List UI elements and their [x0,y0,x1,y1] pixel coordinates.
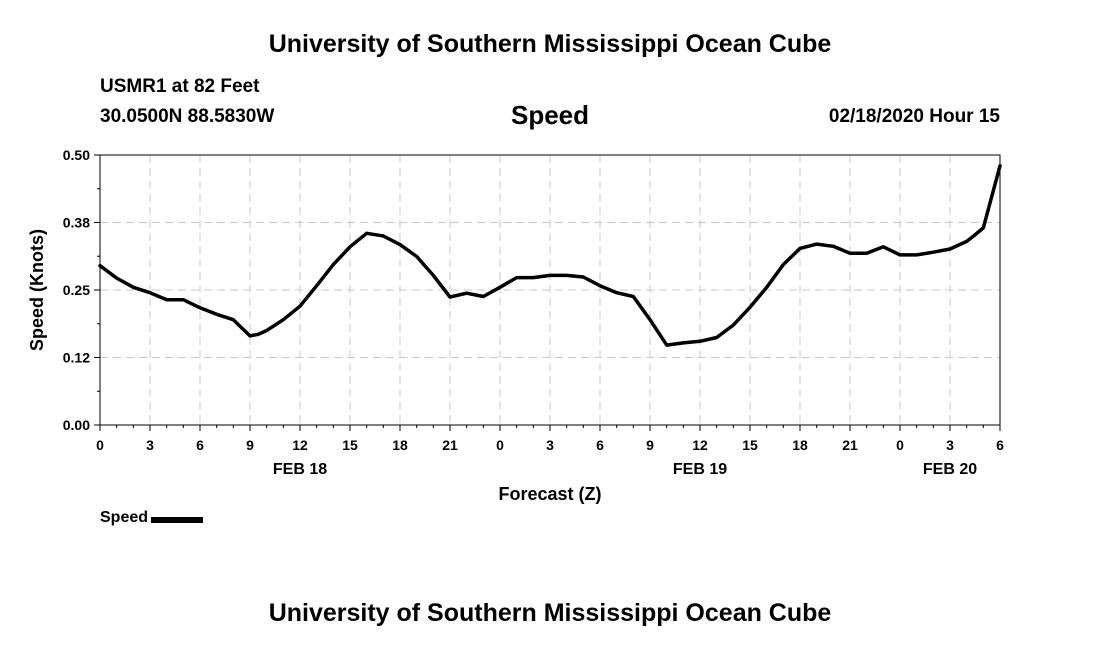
x-tick-label: 6 [196,437,204,453]
x-tick-label: 15 [342,437,358,453]
legend: Speed [100,509,204,527]
x-tick-label: 3 [146,437,154,453]
y-tick-label: 0.25 [63,282,90,298]
x-tick-label: 3 [546,437,554,453]
x-tick-label: 9 [246,437,254,453]
legend-line-swatch [151,517,204,523]
date-label: FEB 19 [673,461,727,478]
x-tick-label: 0 [896,437,904,453]
x-tick-label: 21 [842,437,858,453]
plot-frame [99,154,1001,426]
coordinates-label: 30.0500N 88.5830W [100,106,275,127]
x-tick-label: 6 [596,437,604,453]
date-label: FEB 18 [273,461,327,478]
x-tick-label: 0 [496,437,504,453]
variable-title: Speed [510,100,590,130]
x-tick-label: 3 [946,437,954,453]
chart-title: University of Southern Mississippi Ocean… [268,30,832,58]
x-tick-label: 21 [442,437,458,453]
x-axis-ticks: 0 3 6 9 12 15 18 21 0 3 6 9 12 15 18 21 0 3 6 [96,425,1004,453]
y-tick-label: 0.00 [63,417,90,433]
legend-label: Speed [100,509,149,526]
x-tick-label: 18 [392,437,408,453]
x-tick-label: 6 [996,437,1004,453]
y-axis-ticks: 0.00 0.12 0.25 0.38 0.50 [63,147,100,433]
date-label: FEB 20 [923,461,977,478]
x-tick-label: 15 [742,437,758,453]
x-tick-label: 12 [692,437,708,453]
x-tick-label: 12 [292,437,308,453]
grid-lines [100,155,1000,425]
station-label: USMR1 at 82 Feet [100,76,260,97]
series-line-speed [98,164,1002,347]
y-tick-label: 0.50 [63,147,90,163]
date-labels: FEB 18 FEB 19 FEB 20 [273,461,977,478]
x-tick-label: 18 [792,437,808,453]
footer-title: University of Southern Mississippi Ocean… [268,599,832,627]
timestamp-label: 02/18/2020 Hour 15 [828,106,1000,127]
x-tick-label: 0 [96,437,104,453]
y-axis-label: Speed (Knots) [27,229,47,351]
y-tick-label: 0.38 [63,215,90,231]
series-group [98,164,1002,347]
x-axis-label: Forecast (Z) [498,484,601,504]
y-tick-label: 0.12 [63,350,90,366]
x-tick-label: 9 [646,437,654,453]
